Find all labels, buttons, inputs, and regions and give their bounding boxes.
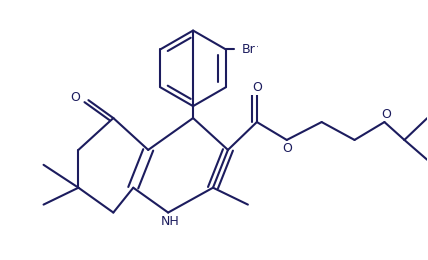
Text: O: O: [381, 108, 391, 121]
Text: O: O: [282, 142, 293, 155]
Text: O: O: [71, 91, 80, 104]
Text: O: O: [252, 81, 262, 94]
Text: Br: Br: [242, 43, 256, 56]
Text: NH: NH: [161, 215, 180, 228]
Text: Br: Br: [244, 43, 259, 56]
